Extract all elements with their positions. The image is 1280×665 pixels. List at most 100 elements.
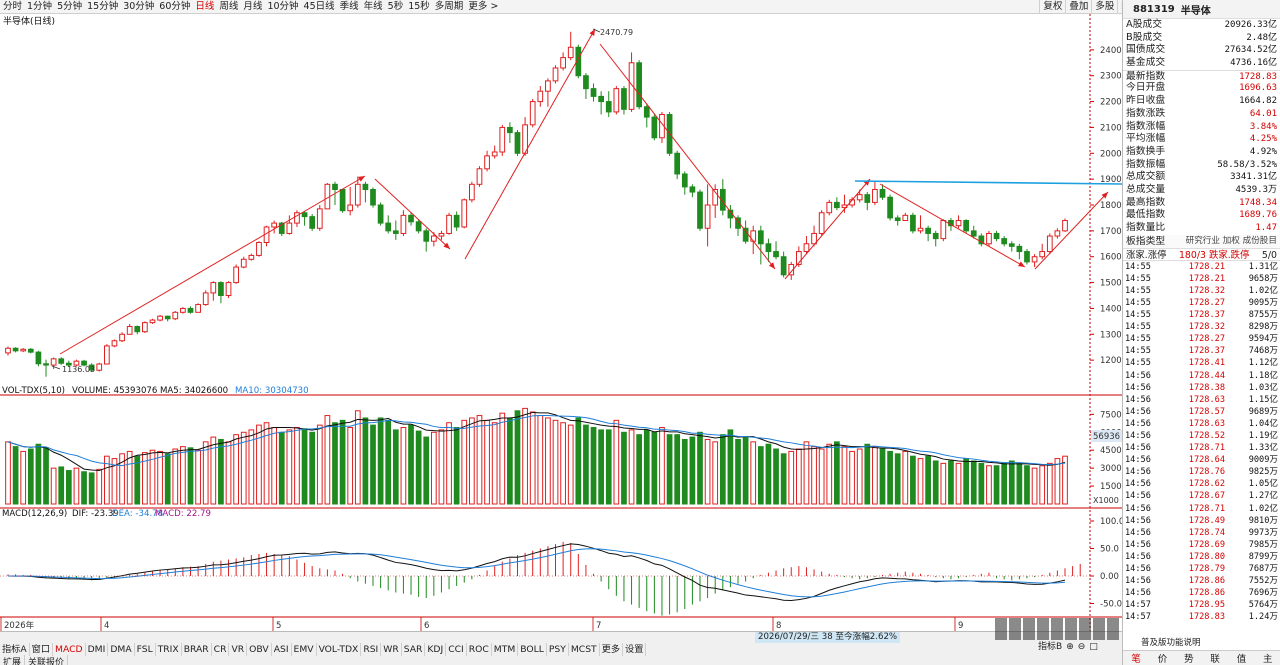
candle — [940, 220, 947, 240]
chart-svg[interactable]: 半导体(日线) 2400 2300 2200 2100 2000 1900 1800 1700 1… — [0, 14, 1122, 631]
timeframe-5[interactable]: 60分钟 — [159, 1, 191, 12]
candle — [986, 232, 992, 245]
tick-row: 14:56 1728.76 9825万 — [1123, 466, 1280, 478]
timeframe-9[interactable]: 10分钟 — [267, 1, 299, 12]
indicator-tab-25[interactable]: 设置 — [623, 642, 647, 656]
bottom-link-1[interactable]: 关联报价 — [25, 655, 69, 665]
indicator-tab-22[interactable]: PSY — [547, 642, 569, 656]
indicator-tab-19[interactable]: ROC — [467, 642, 492, 656]
indicator-tab-9[interactable]: VR — [229, 642, 248, 656]
timeframe-0[interactable]: 分时 — [3, 1, 23, 12]
timeframe-14[interactable]: 15秒 — [408, 1, 430, 12]
indicator-tab-20[interactable]: MTM — [492, 642, 519, 656]
timeframe-11[interactable]: 季线 — [339, 1, 359, 12]
indicator-tab-0[interactable]: 指标A — [0, 642, 30, 656]
quote-row: 国债成交 27634.52亿 — [1123, 44, 1280, 57]
panel-tab-1[interactable]: 价 — [1157, 654, 1168, 665]
volume-bar — [469, 417, 475, 505]
indicator-tab-4[interactable]: DMA — [108, 642, 135, 656]
index-name: 半导体 — [1180, 5, 1211, 17]
quote-row: 最高指数 1748.34 — [1123, 197, 1280, 210]
bottom-link-0[interactable]: 扩展 — [0, 655, 26, 665]
indicator-right-tab-2[interactable]: ⊖ — [1077, 642, 1086, 652]
indicator-tab-13[interactable]: VOL-TDX — [317, 642, 362, 656]
candle — [978, 235, 985, 245]
candle — [765, 243, 772, 253]
quote-value: 20926.33亿 — [1224, 20, 1277, 30]
indicator-tab-6[interactable]: TRIX — [156, 642, 182, 656]
tick-time: 14:56 — [1125, 576, 1151, 587]
panel-tab-0[interactable]: 笔 — [1131, 654, 1141, 665]
indicator-tab-11[interactable]: ASI — [272, 642, 292, 656]
sector-links[interactable]: 研究行业 加权 成份股目 — [1185, 235, 1277, 246]
timeframe-2[interactable]: 5分钟 — [57, 1, 83, 12]
panel-tab-3[interactable]: 联 — [1210, 654, 1220, 665]
indicator-tab-5[interactable]: FSL — [135, 642, 156, 656]
indicator-tab-21[interactable]: BOLL — [518, 642, 547, 656]
indicator-tab-14[interactable]: RSI — [361, 642, 382, 656]
quote-row: 基金成交 4736.16亿 — [1123, 57, 1280, 70]
indicator-tab-18[interactable]: CCI — [446, 642, 467, 656]
tick-price: 1728.52 — [1188, 431, 1225, 441]
timeframe-8[interactable]: 月线 — [243, 1, 263, 12]
volume-bar — [925, 455, 931, 505]
tick-row: 14:55 1728.21 9658万 — [1123, 273, 1280, 285]
panel-tab-4[interactable]: 值 — [1236, 654, 1247, 665]
indicator-tab-17[interactable]: KDJ — [425, 642, 447, 656]
candle — [1008, 243, 1015, 247]
quote-value: 58.58/3.52% — [1217, 159, 1277, 170]
timeframe-13[interactable]: 5秒 — [387, 1, 404, 12]
tick-price: 1728.79 — [1188, 564, 1225, 575]
indicator-right-tab-3[interactable]: □ — [1089, 642, 1098, 652]
indicator-tab-3[interactable]: DMI — [86, 642, 109, 656]
tick-volume: 1.04亿 — [1248, 418, 1278, 429]
indicator-tab-1[interactable]: 窗口 — [30, 642, 54, 656]
indicator-tab-24[interactable]: 更多 — [600, 642, 624, 656]
timeframe-16[interactable]: 更多 > — [468, 1, 499, 12]
candle — [12, 347, 19, 352]
timeframe-3[interactable]: 15分钟 — [87, 1, 119, 12]
panel-tab-2[interactable]: 势 — [1184, 654, 1194, 665]
timeframe-12[interactable]: 年线 — [363, 1, 383, 12]
tick-list[interactable]: 14:55 1728.21 1.31亿 14:55 1728.21 9658万 14:55 1… — [1123, 261, 1280, 624]
volume-bar — [742, 436, 749, 505]
indicator-tab-2[interactable]: MACD — [53, 642, 86, 656]
feature-note[interactable]: 普及版功能说明 — [1141, 638, 1201, 648]
tick-time: 14:56 — [1125, 539, 1151, 550]
volume-bar — [583, 424, 589, 505]
candle — [392, 230, 399, 234]
trend-arrowhead — [358, 176, 365, 182]
indicator-tab-8[interactable]: CR — [212, 642, 230, 656]
candle — [187, 307, 194, 313]
indicator-tab-12[interactable]: EMV — [292, 642, 317, 656]
candle — [377, 204, 384, 224]
volume-bar — [453, 427, 460, 505]
indicator-right-tab-1[interactable]: ⊕ — [1066, 642, 1074, 652]
chart-area[interactable]: 半导体(日线) 2400 2300 2200 2100 2000 1900 1800 1700 1… — [0, 14, 1122, 631]
candle — [590, 88, 597, 97]
indicator-tab-7[interactable]: BRAR — [182, 642, 212, 656]
timeframe-15[interactable]: 多周期 — [434, 1, 464, 12]
candle — [499, 126, 506, 153]
indicator-tab-15[interactable]: WR — [381, 642, 402, 656]
timeframe-4[interactable]: 30分钟 — [123, 1, 155, 12]
volume-bar — [157, 450, 163, 505]
tick-price: 1728.64 — [1188, 455, 1225, 466]
high-marker-line — [592, 28, 601, 33]
tool-button-1[interactable]: 叠加 — [1065, 0, 1091, 13]
low-marker-line — [51, 365, 61, 370]
timeframe-7[interactable]: 周线 — [219, 1, 239, 12]
timeframe-10[interactable]: 45日线 — [303, 1, 335, 12]
indicator-tab-23[interactable]: MCST — [569, 642, 600, 656]
indicator-tab-10[interactable]: OBV — [247, 642, 272, 656]
tool-button-0[interactable]: 复权 — [1039, 0, 1065, 13]
vol-cursor-box — [1091, 430, 1122, 442]
tool-button-2[interactable]: 多股 — [1091, 0, 1117, 13]
indicator-right-tab-0[interactable]: 指标B — [1038, 642, 1063, 652]
tick-price: 1728.21 — [1188, 273, 1225, 284]
indicator-tab-16[interactable]: SAR — [402, 642, 426, 656]
timeframe-6[interactable]: 日线 — [195, 1, 215, 12]
volume-bar — [932, 460, 939, 505]
timeframe-1[interactable]: 1分钟 — [27, 1, 53, 12]
panel-tab-5[interactable]: 主 — [1263, 654, 1273, 665]
